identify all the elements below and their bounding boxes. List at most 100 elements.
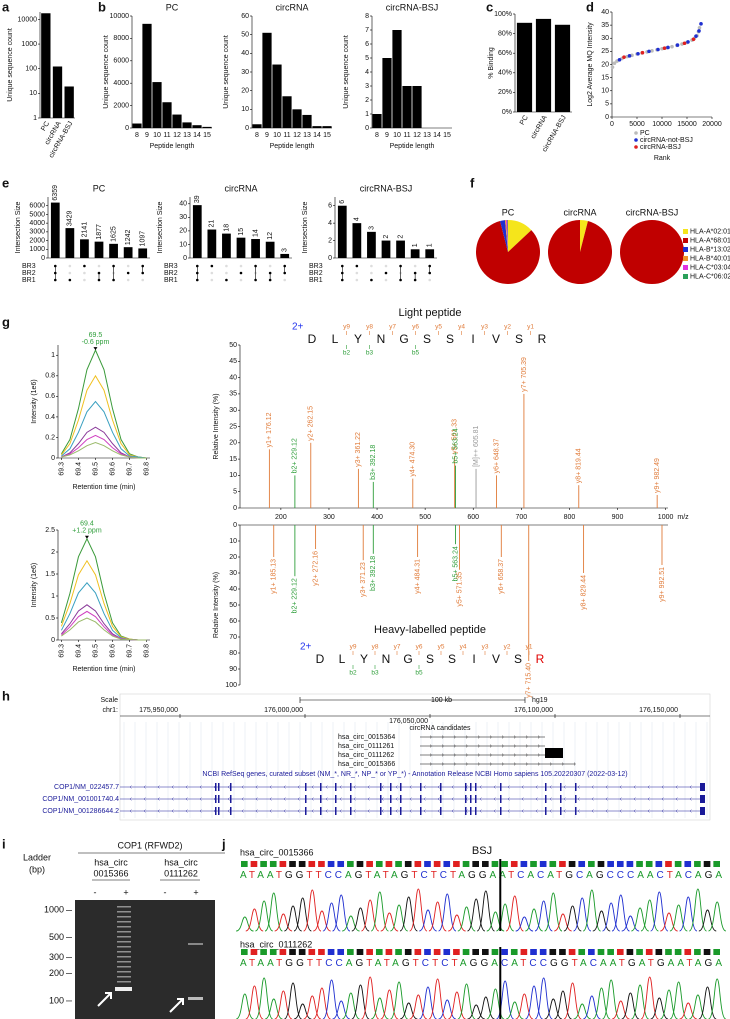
x-tick-label: 300	[323, 514, 335, 521]
x-tick-label: 69.6	[109, 462, 116, 476]
trace-peak	[409, 888, 428, 932]
x-axis-label: Rank	[654, 155, 671, 162]
residue: V	[492, 332, 500, 346]
pie-slice	[507, 220, 508, 252]
point	[627, 54, 632, 58]
strand-arrow	[591, 797, 594, 801]
trace-peak	[303, 889, 322, 932]
ion-label: y7	[389, 324, 396, 331]
trace-peak	[235, 993, 254, 1019]
strand-arrow	[647, 809, 650, 813]
y-tick-label: 2.5	[45, 527, 55, 534]
quality-box	[443, 949, 451, 955]
strand-arrow	[563, 809, 566, 813]
strand-arrow	[619, 797, 622, 801]
y-tick-label: 4000	[113, 80, 129, 87]
trace-peak	[476, 996, 495, 1019]
strand-arrow	[479, 785, 482, 789]
x-tick-label: PC	[40, 120, 51, 132]
matrix-dot	[384, 271, 388, 275]
strand-arrow	[501, 762, 504, 766]
bar	[516, 22, 533, 112]
strand-arrow	[311, 809, 314, 813]
matrix-dot	[370, 264, 373, 268]
strand-arrow	[489, 744, 492, 748]
gel-band	[117, 956, 131, 958]
exon	[305, 807, 307, 815]
gel-title: COP1 (RFWD2)	[118, 840, 183, 850]
strand-arrow	[227, 809, 230, 813]
x-axis-label: Peptide length	[390, 143, 435, 150]
exon	[700, 807, 705, 815]
y-tick-label: 0.2	[45, 434, 55, 441]
bar	[65, 228, 75, 258]
bar	[302, 114, 312, 128]
ion-label: y1	[527, 324, 534, 331]
quality-box	[568, 861, 576, 867]
strand-arrow	[297, 785, 300, 789]
peak-label: y4+ 474.30	[410, 442, 417, 477]
pie-slice	[547, 220, 612, 284]
x-tick-label: PC	[519, 114, 530, 126]
y-tick-label: 50	[241, 32, 249, 39]
bar	[162, 102, 172, 128]
strand-arrow	[423, 785, 426, 789]
circ-exon	[545, 748, 563, 758]
strand-arrow	[227, 797, 230, 801]
exon	[390, 807, 392, 815]
bar	[272, 64, 282, 128]
gene-label: COP1/NM_001286644.2	[42, 808, 119, 815]
lane-label: hsa_circ	[94, 857, 128, 867]
lane-label: 0111262	[164, 868, 198, 878]
strand-arrow	[381, 809, 384, 813]
strand-arrow	[395, 785, 398, 789]
gel-band	[117, 936, 131, 938]
strand-arrow	[339, 785, 342, 789]
y-tick-label: 60	[229, 618, 237, 625]
lane-sign: -	[164, 887, 167, 897]
strand-arrow	[647, 785, 650, 789]
matrix-dot	[355, 271, 359, 275]
trace-peak	[476, 890, 495, 932]
y-axis-label: Relative Intensity (%)	[213, 393, 220, 459]
quality-box	[520, 949, 528, 955]
quality-box	[443, 861, 451, 867]
pie-title: circRNA	[564, 207, 597, 217]
row-label: BR3	[164, 263, 178, 270]
x-tick-label: 69.6	[109, 644, 116, 658]
ion-label: y5	[435, 324, 442, 331]
row-label: BR2	[309, 270, 323, 277]
exon	[218, 783, 220, 791]
strand-arrow	[297, 797, 300, 801]
bar	[425, 249, 435, 258]
quality-box	[241, 949, 248, 955]
residue: R	[538, 332, 547, 346]
quality-box	[269, 949, 277, 955]
trace-peak	[611, 1000, 630, 1019]
x-tick-label: 900	[612, 514, 624, 521]
quality-box	[674, 861, 682, 867]
quality-box	[578, 949, 586, 955]
x-tick-label: 10	[273, 132, 281, 139]
peak-label: y8+ 819.44	[576, 448, 583, 483]
strand-arrow	[429, 753, 432, 757]
quality-box	[347, 949, 354, 955]
strand-arrow	[537, 735, 540, 739]
strand-arrow	[525, 735, 528, 739]
strand-arrow	[563, 785, 566, 789]
trace-peak	[428, 901, 447, 932]
matrix-dot	[141, 278, 145, 282]
trace-peak	[544, 998, 563, 1019]
ion-label: y3	[482, 644, 489, 651]
strand-arrow	[563, 797, 566, 801]
x-tick-label: 15	[323, 132, 331, 139]
quality-box	[713, 949, 720, 955]
legend-label: HLA-A*02:01	[690, 228, 730, 235]
plot-title: circRNA	[276, 2, 309, 12]
y-tick-label: 10000	[110, 13, 130, 20]
ladder-tick-label: 100	[49, 995, 64, 1005]
strand-arrow	[381, 797, 384, 801]
trace-peak	[640, 976, 659, 1019]
y-tick-label: 10	[29, 90, 37, 97]
bar	[381, 240, 391, 258]
